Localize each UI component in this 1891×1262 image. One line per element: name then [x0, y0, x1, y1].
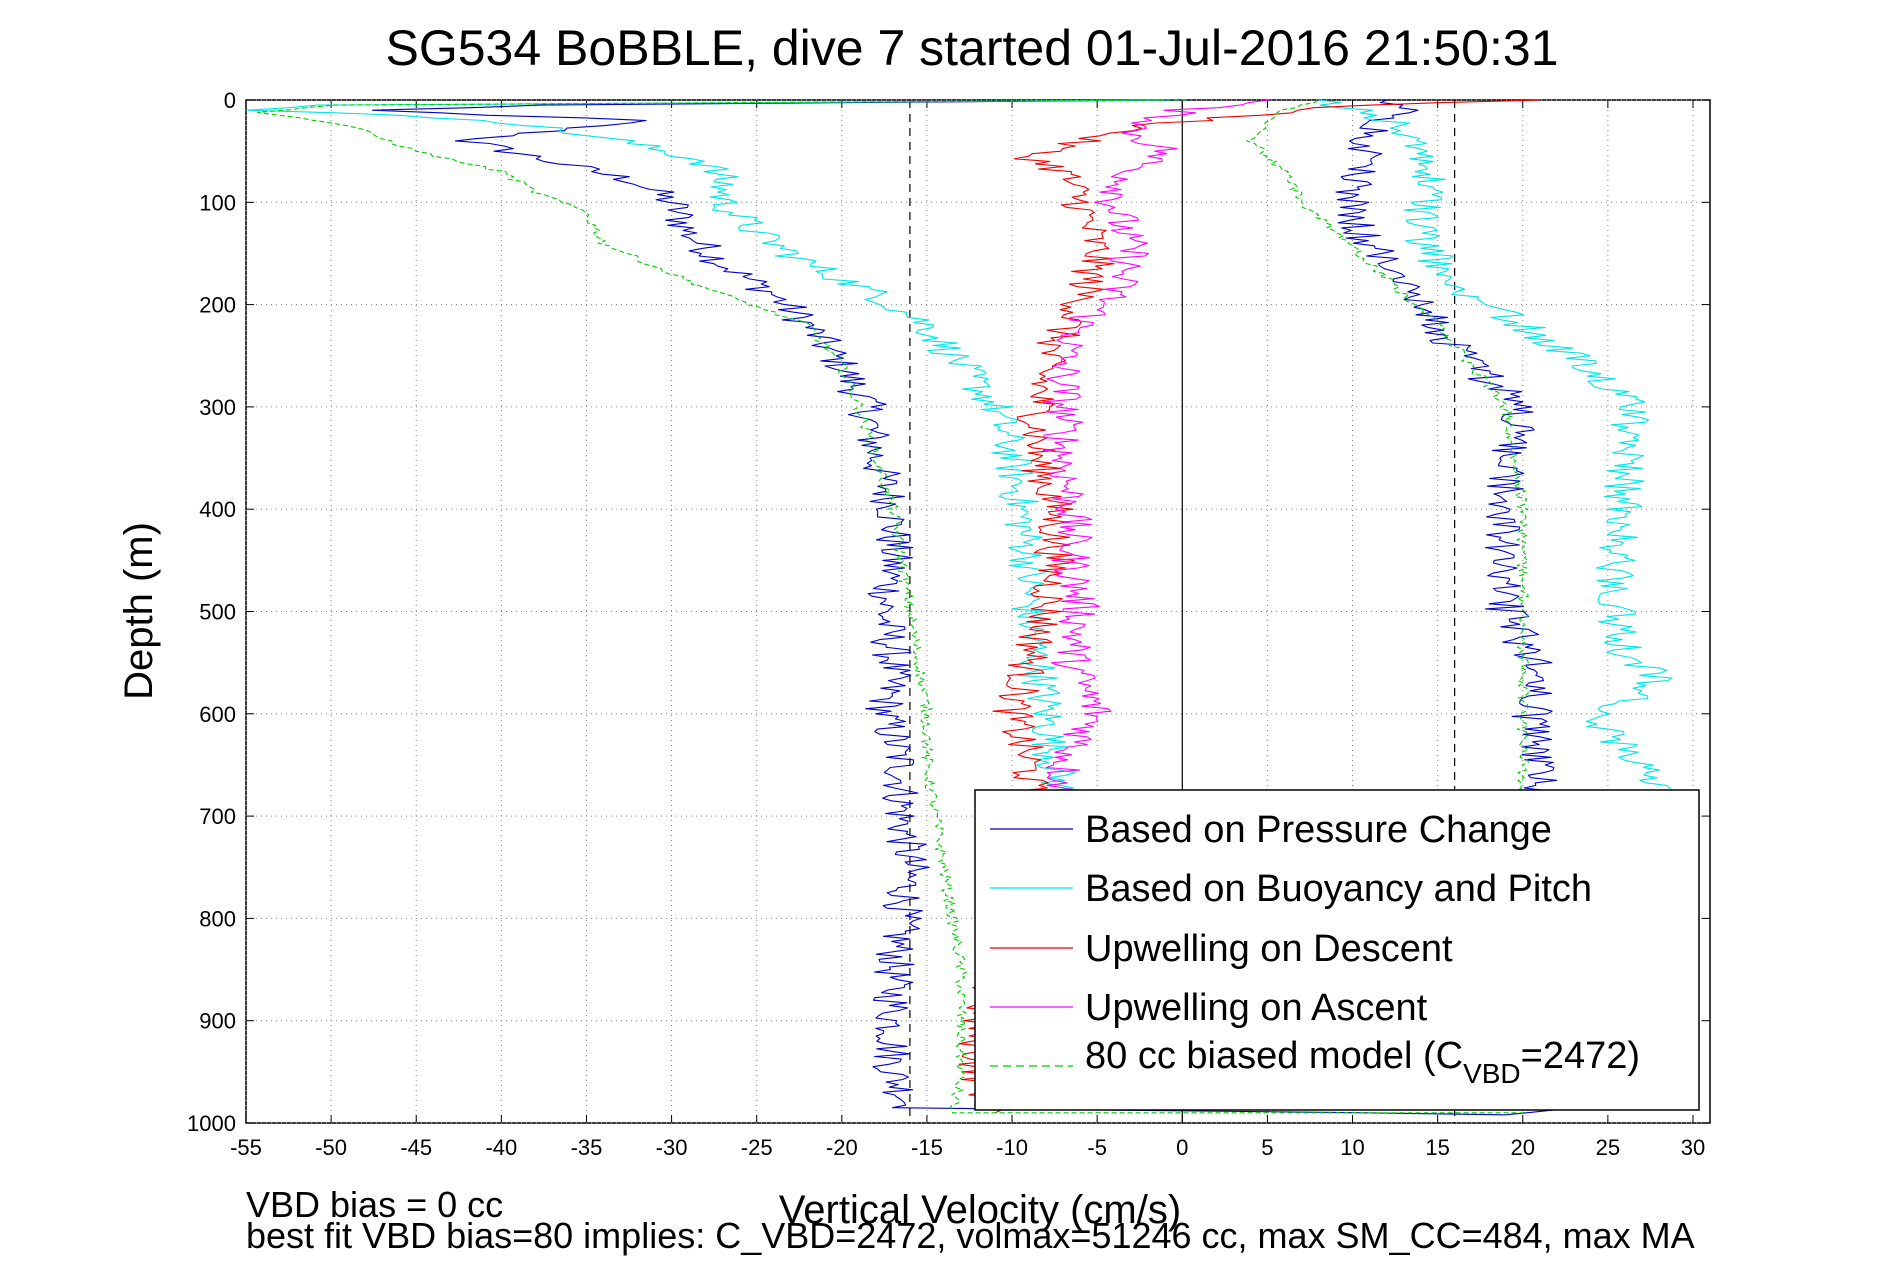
x-tick-label: -30: [656, 1135, 688, 1160]
legend-label-ascent: Upwelling on Ascent: [1085, 987, 1428, 1029]
x-tick-label: -10: [996, 1135, 1028, 1160]
legend: Based on Pressure Change Based on Buoyan…: [974, 789, 1700, 1111]
legend-label-model: 80 cc biased model (CVBD=2472): [1085, 1035, 1640, 1089]
x-tick-label: -35: [571, 1135, 603, 1160]
y-tick-label: 400: [199, 497, 236, 522]
x-tick-label: -25: [741, 1135, 773, 1160]
x-tick-label: 10: [1340, 1135, 1364, 1160]
y-tick-label: 200: [199, 293, 236, 318]
x-tick-label: 0: [1176, 1135, 1188, 1160]
y-tick-label: 0: [224, 88, 236, 113]
x-tick-label: 30: [1681, 1135, 1705, 1160]
x-axis-label: Vertical Velocity (cm/s): [779, 1188, 1181, 1232]
series-line-0: [371, 99, 1577, 1116]
x-tick-label: -5: [1087, 1135, 1107, 1160]
legend-label-buoyancy: Based on Buoyancy and Pitch: [1085, 868, 1592, 910]
legend-label-descent: Upwelling on Descent: [1085, 928, 1453, 970]
legend-label-model-main: 80 cc biased model (C: [1085, 1035, 1463, 1077]
y-axis-label: Depth (m): [117, 522, 161, 700]
chart-title: SG534 BoBBLE, dive 7 started 01-Jul-2016…: [386, 20, 1559, 76]
legend-box: [974, 789, 1700, 1111]
x-tick-label: -45: [400, 1135, 432, 1160]
x-tick-label: 5: [1261, 1135, 1273, 1160]
legend-label-model-tail: =2472): [1521, 1035, 1640, 1077]
y-tick-label: 600: [199, 702, 236, 727]
y-tick-labels: 0 100 200 300 400 500 600 700 800 900 1000: [187, 88, 236, 1136]
y-tick-label: 500: [199, 600, 236, 625]
x-tick-labels: -55 -50 -45 -40 -35 -30 -25 -20 -15 -10 -5 0 5 10 15 20…: [230, 1135, 1705, 1160]
footer-best-fit-note: best fit VBD bias=80 implies: C_VBD=2472…: [246, 1215, 1695, 1256]
y-tick-label: 900: [199, 1009, 236, 1034]
x-tick-label: -15: [911, 1135, 943, 1160]
legend-label-model-sub: VBD: [1463, 1058, 1521, 1089]
legend-label-pressure: Based on Pressure Change: [1085, 809, 1552, 851]
x-tick-label: 25: [1596, 1135, 1620, 1160]
x-tick-label: -55: [230, 1135, 262, 1160]
x-tick-label: -50: [315, 1135, 347, 1160]
y-tick-label: 700: [199, 804, 236, 829]
footer-bias-note: VBD bias = 0 cc: [246, 1184, 503, 1225]
y-tick-label: 800: [199, 906, 236, 931]
y-tick-label: 300: [199, 395, 236, 420]
series-line-4: [256, 99, 1530, 1114]
y-tick-label: 100: [199, 190, 236, 215]
y-tick-label: 1000: [187, 1111, 236, 1136]
x-tick-label: 20: [1511, 1135, 1535, 1160]
x-tick-label: 15: [1425, 1135, 1449, 1160]
x-tick-label: -20: [826, 1135, 858, 1160]
series-line-3: [1042, 99, 1270, 807]
x-tick-label: -40: [485, 1135, 517, 1160]
